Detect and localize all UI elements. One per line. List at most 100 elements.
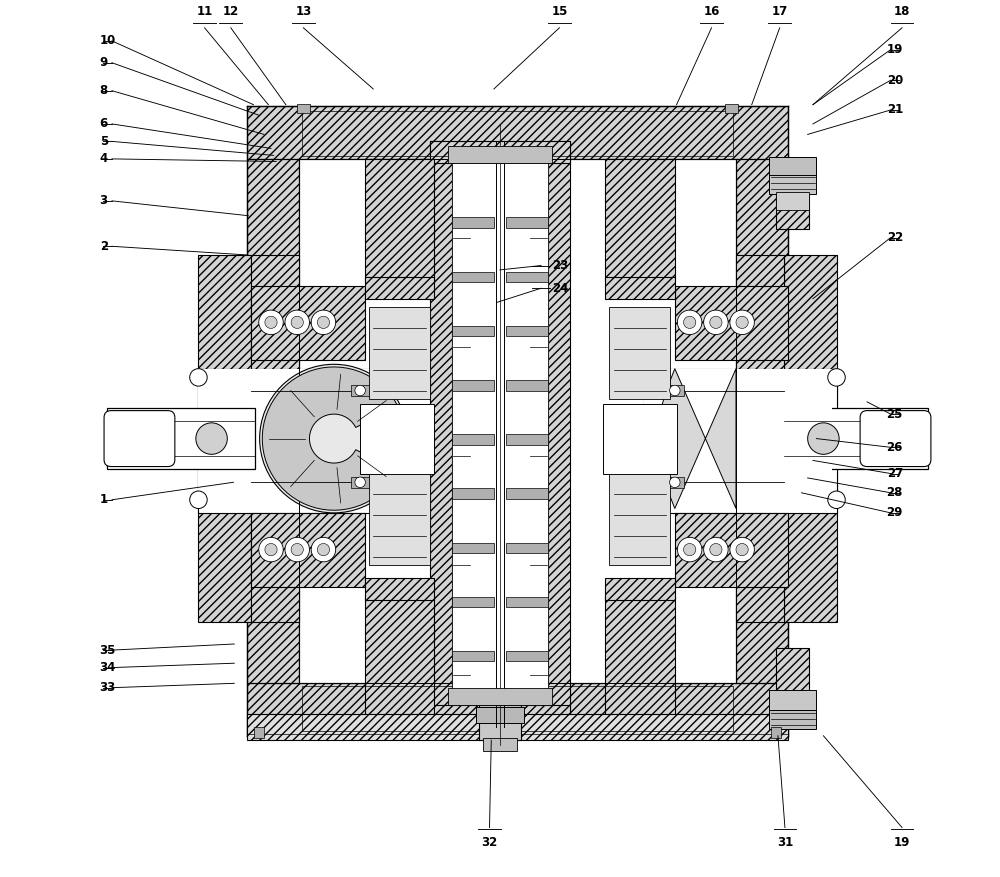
Bar bbox=[605, 579, 675, 600]
Circle shape bbox=[259, 310, 283, 334]
Circle shape bbox=[291, 544, 303, 556]
Text: 8: 8 bbox=[100, 84, 108, 97]
Circle shape bbox=[265, 317, 277, 329]
Bar bbox=[452, 488, 494, 499]
Bar bbox=[251, 513, 365, 588]
Bar bbox=[506, 488, 548, 499]
Circle shape bbox=[355, 385, 365, 396]
Text: 23: 23 bbox=[552, 259, 569, 272]
Circle shape bbox=[736, 544, 748, 556]
Bar bbox=[605, 159, 675, 282]
Bar bbox=[452, 272, 494, 282]
Circle shape bbox=[190, 368, 207, 386]
Bar bbox=[452, 380, 494, 390]
Circle shape bbox=[285, 538, 309, 562]
Text: 26: 26 bbox=[887, 441, 903, 453]
Bar bbox=[784, 255, 837, 622]
Text: 15: 15 bbox=[551, 5, 568, 18]
Bar bbox=[609, 308, 670, 399]
Circle shape bbox=[260, 364, 408, 513]
Bar bbox=[365, 277, 434, 299]
Bar bbox=[506, 326, 548, 336]
Bar bbox=[736, 255, 784, 622]
Bar bbox=[506, 543, 548, 553]
Bar bbox=[657, 385, 684, 396]
Bar bbox=[506, 651, 548, 661]
Bar bbox=[644, 368, 837, 513]
Bar bbox=[365, 579, 434, 600]
Bar bbox=[769, 709, 816, 729]
Circle shape bbox=[710, 317, 722, 329]
FancyBboxPatch shape bbox=[104, 410, 175, 467]
Circle shape bbox=[291, 317, 303, 329]
Bar bbox=[452, 326, 494, 336]
Circle shape bbox=[684, 544, 696, 556]
Bar bbox=[452, 217, 494, 228]
Circle shape bbox=[355, 477, 365, 488]
Bar bbox=[769, 690, 816, 709]
Bar bbox=[675, 286, 788, 360]
Text: 12: 12 bbox=[223, 5, 239, 18]
Text: 11: 11 bbox=[196, 5, 213, 18]
Text: 24: 24 bbox=[552, 282, 569, 295]
Text: 19: 19 bbox=[894, 837, 910, 849]
Bar bbox=[369, 474, 430, 566]
Bar bbox=[771, 727, 781, 738]
Bar bbox=[351, 477, 378, 488]
Circle shape bbox=[736, 317, 748, 329]
Circle shape bbox=[730, 310, 754, 334]
Bar bbox=[605, 595, 675, 718]
Circle shape bbox=[311, 538, 336, 562]
Bar bbox=[476, 707, 524, 723]
Circle shape bbox=[704, 310, 728, 334]
Bar bbox=[506, 217, 548, 228]
Text: 18: 18 bbox=[894, 5, 910, 18]
Text: 1: 1 bbox=[100, 493, 108, 506]
Bar bbox=[780, 408, 928, 469]
Text: 34: 34 bbox=[100, 661, 116, 674]
Bar bbox=[247, 159, 299, 683]
Circle shape bbox=[677, 538, 702, 562]
Bar bbox=[107, 408, 255, 469]
Circle shape bbox=[677, 310, 702, 334]
Bar bbox=[736, 159, 788, 683]
Bar bbox=[506, 434, 548, 445]
Circle shape bbox=[710, 544, 722, 556]
Bar bbox=[351, 385, 378, 396]
Bar bbox=[430, 705, 570, 727]
Bar bbox=[776, 192, 809, 210]
Circle shape bbox=[190, 491, 207, 509]
Bar bbox=[483, 738, 517, 751]
Bar bbox=[360, 403, 434, 474]
Bar bbox=[247, 683, 788, 736]
Bar bbox=[254, 727, 264, 738]
Text: 21: 21 bbox=[887, 103, 903, 117]
Text: 13: 13 bbox=[295, 5, 311, 18]
Bar bbox=[448, 146, 552, 163]
Bar bbox=[603, 403, 677, 474]
Text: 35: 35 bbox=[100, 644, 116, 657]
Circle shape bbox=[808, 423, 839, 454]
Bar bbox=[506, 380, 548, 390]
Text: 32: 32 bbox=[481, 837, 498, 849]
Bar bbox=[452, 434, 494, 445]
Circle shape bbox=[670, 477, 680, 488]
Bar bbox=[302, 686, 733, 731]
Circle shape bbox=[259, 538, 283, 562]
Text: 22: 22 bbox=[887, 231, 903, 244]
Bar bbox=[776, 168, 809, 229]
Bar bbox=[297, 103, 310, 112]
Bar bbox=[452, 651, 494, 661]
Circle shape bbox=[196, 423, 227, 454]
Bar bbox=[365, 595, 434, 718]
Text: 29: 29 bbox=[887, 506, 903, 519]
Bar bbox=[369, 308, 430, 399]
Polygon shape bbox=[262, 367, 398, 510]
Circle shape bbox=[285, 310, 309, 334]
Circle shape bbox=[311, 310, 336, 334]
Circle shape bbox=[317, 544, 330, 556]
Bar bbox=[365, 159, 434, 282]
Bar bbox=[769, 175, 816, 194]
Bar bbox=[725, 103, 738, 112]
Bar bbox=[452, 543, 494, 553]
